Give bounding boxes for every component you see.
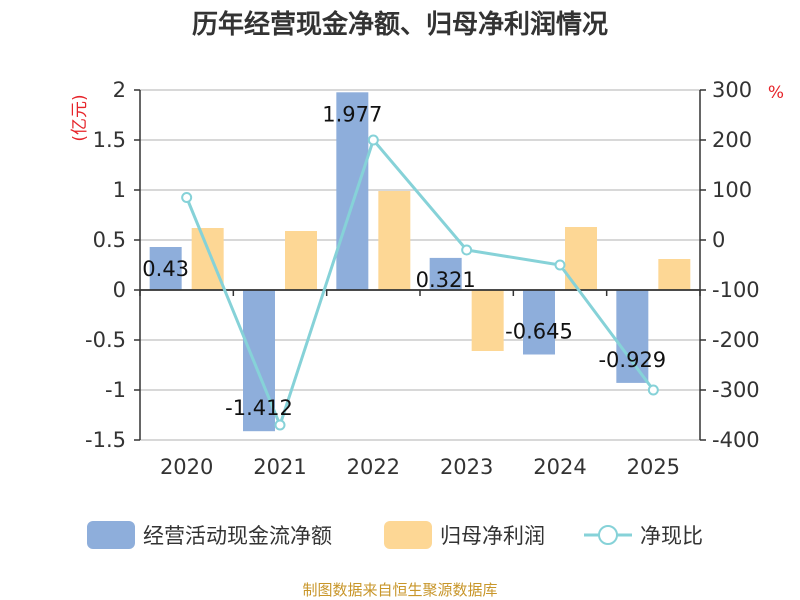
y-left-tick-label: -1.5 [85, 428, 126, 452]
bar-cashflow [336, 92, 369, 290]
bar-netprofit [285, 231, 317, 290]
y-left-tick-label: 0 [113, 278, 126, 302]
legend-label-netprofit: 归母净利润 [440, 524, 545, 548]
x-tick-label: 2021 [253, 455, 306, 479]
bar-netprofit [378, 191, 411, 290]
y-right-tick-label: 200 [712, 128, 752, 152]
legend: 经营活动现金流净额 归母净利润 净现比 [87, 521, 703, 549]
x-tick-label: 2022 [347, 455, 400, 479]
data-label-cashflow: -0.645 [505, 320, 573, 344]
data-label-cashflow: 0.321 [416, 268, 476, 292]
y-left-tick-label: 0.5 [93, 228, 126, 252]
right-axis-unit: % [768, 83, 784, 103]
chart-title: 历年经营现金净额、归母净利润情况 [192, 9, 608, 40]
data-label-cashflow: -0.929 [598, 348, 666, 372]
legend-label-ratio: 净现比 [640, 524, 703, 548]
bar-cashflow [616, 290, 649, 383]
point-ratio [181, 192, 193, 203]
point-ratio [647, 384, 659, 396]
x-tick-label: 2020 [160, 455, 213, 479]
data-label-cashflow: -1.412 [225, 396, 293, 420]
y-left-tick-label: -0.5 [85, 328, 126, 352]
bar-netprofit [658, 259, 691, 290]
bar-cashflow [523, 290, 555, 355]
bar-cashflow [429, 257, 462, 290]
bar-netprofit [471, 290, 504, 351]
line-ratio [185, 136, 655, 430]
y-right-tick-label: -300 [712, 378, 760, 402]
y-right-tick-label: -200 [712, 328, 760, 352]
point-ratio [461, 244, 473, 256]
point-ratio [274, 419, 286, 431]
y-right-tick-label: -400 [712, 428, 760, 452]
y-right-tick-label: -100 [712, 278, 760, 302]
bar-netprofit [191, 228, 224, 290]
x-tick-label: 2025 [627, 455, 680, 479]
legend-label-cashflow: 经营活动现金流净额 [143, 524, 332, 548]
y-right-tick-label: 100 [712, 178, 752, 202]
legend-swatch-cashflow [87, 521, 135, 549]
bar-cashflow [149, 247, 182, 290]
bar-cashflow [243, 290, 275, 432]
y-left-tick-label: 2 [113, 78, 126, 102]
y-right-tick-label: 0 [712, 228, 725, 252]
point-ratio [554, 259, 566, 271]
x-tick-label: 2023 [440, 455, 493, 479]
left-axis-unit: (亿元) [70, 94, 90, 141]
point-ratio [367, 134, 379, 146]
y-left-tick-label: 1 [113, 178, 126, 202]
y-left-tick-label: 1.5 [93, 128, 126, 152]
y-left-tick-label: -1 [105, 378, 126, 402]
data-label-cashflow: 1.977 [322, 102, 382, 126]
data-label-cashflow: 0.43 [142, 257, 189, 281]
x-tick-label: 2024 [533, 455, 586, 479]
data-source: 制图数据来自恒生聚源数据库 [302, 581, 497, 599]
legend-marker-ratio [598, 525, 618, 545]
legend-swatch-netprofit [384, 521, 432, 549]
y-right-tick-label: 300 [712, 78, 752, 102]
